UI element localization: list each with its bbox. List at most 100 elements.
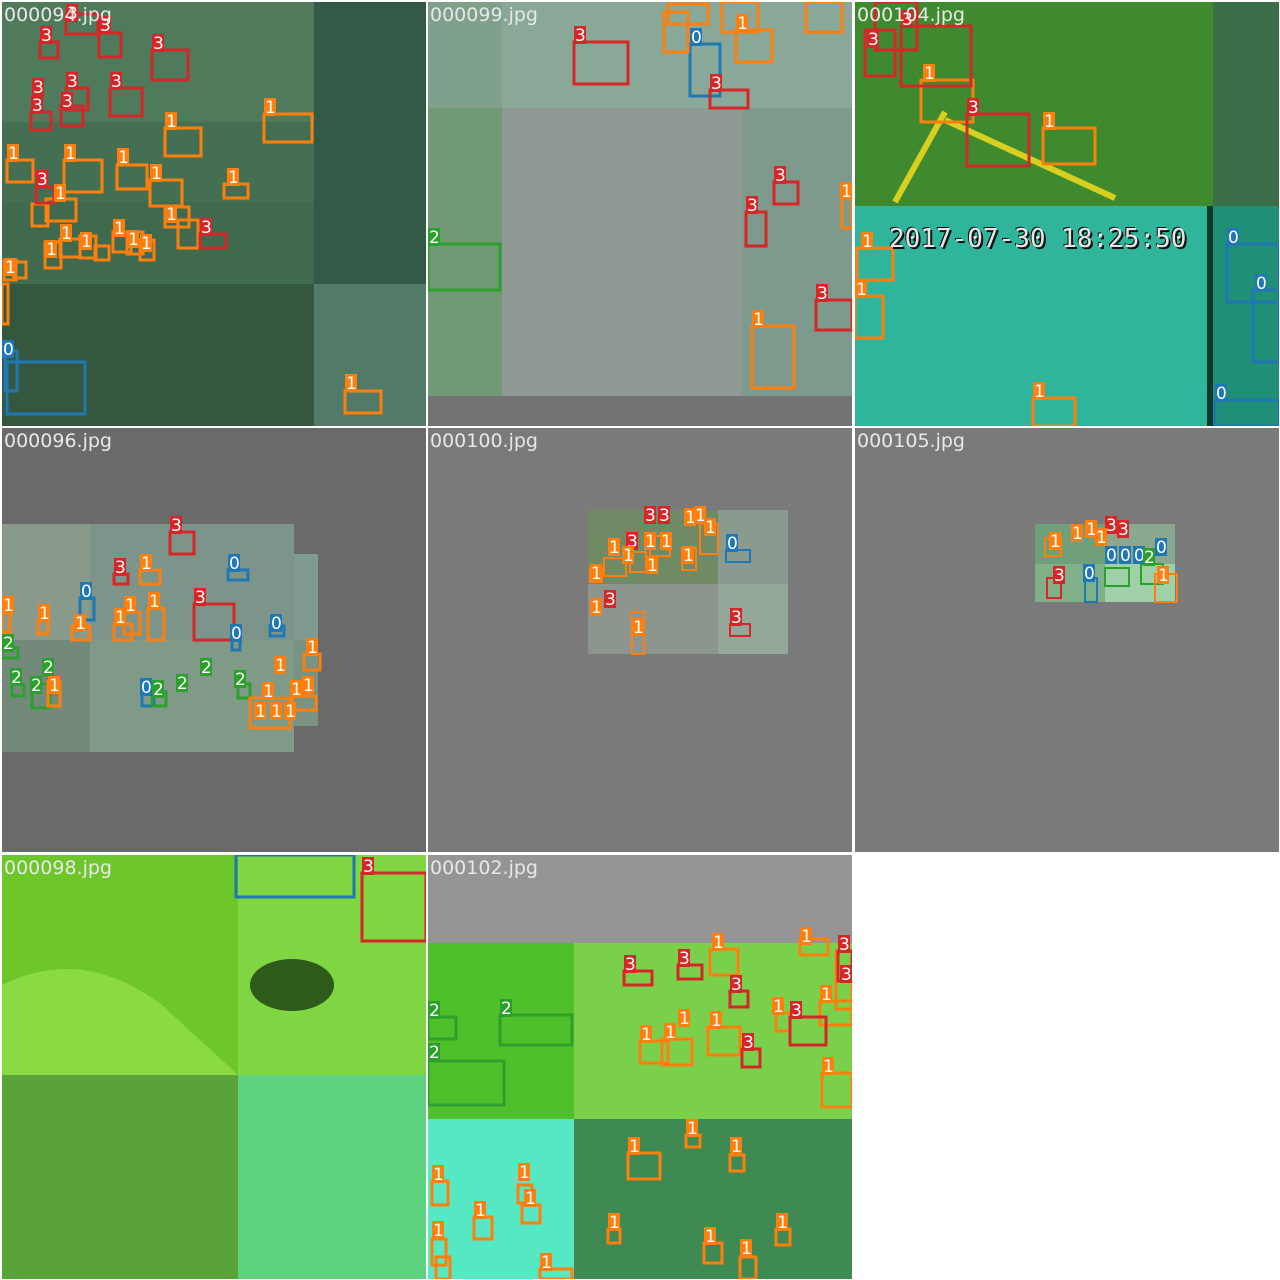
svg-text:3: 3 — [100, 16, 111, 36]
svg-text:3: 3 — [62, 92, 73, 112]
svg-text:3: 3 — [775, 166, 786, 186]
svg-text:3: 3 — [363, 857, 374, 877]
mosaic-tile-000100[interactable]: 0 3 3 3 3 3 1 1 1 1 1 1 1 1 1 1 1 1 0001… — [428, 428, 852, 852]
svg-text:0: 0 — [727, 534, 738, 554]
svg-text:1: 1 — [141, 234, 152, 254]
tile-filename: 000104.jpg — [857, 4, 965, 26]
svg-text:0: 0 — [691, 28, 702, 48]
tile-image: 0 0 0 0 0 2 3 3 3 1 1 1 1 1 — [855, 428, 1279, 852]
svg-text:1: 1 — [49, 676, 60, 696]
svg-text:1: 1 — [1050, 532, 1061, 552]
svg-text:1: 1 — [1086, 520, 1097, 540]
tile-image: 0 0 0 0 0 2 2 2 2 2 2 2 2 1 1 1 1 1 1 1 … — [2, 428, 426, 852]
svg-text:1: 1 — [475, 1201, 486, 1221]
svg-text:1: 1 — [125, 596, 136, 616]
tile-image: 0 0 0 1 1 1 1 1 3 3 3 — [855, 2, 1279, 426]
svg-text:3: 3 — [201, 218, 212, 238]
svg-text:2: 2 — [1144, 548, 1155, 568]
svg-text:0: 0 — [81, 582, 92, 602]
svg-text:1: 1 — [114, 219, 125, 239]
svg-text:1: 1 — [737, 14, 748, 34]
svg-text:1: 1 — [647, 556, 658, 576]
svg-text:3: 3 — [41, 26, 52, 46]
svg-text:2: 2 — [429, 1043, 440, 1063]
svg-text:2: 2 — [429, 228, 440, 248]
svg-text:1: 1 — [841, 182, 852, 202]
svg-text:0: 0 — [1228, 228, 1239, 248]
svg-text:3: 3 — [791, 1001, 802, 1021]
svg-text:1: 1 — [705, 1227, 716, 1247]
svg-text:1: 1 — [61, 224, 72, 244]
svg-text:1: 1 — [275, 656, 286, 676]
svg-text:0: 0 — [141, 678, 152, 698]
mosaic-tile-000094[interactable]: 0 1 1 1 1 1 1 1 1 1 1 1 1 1 1 1 1 1 3 3 … — [2, 2, 426, 426]
svg-text:1: 1 — [633, 618, 644, 638]
svg-text:1: 1 — [753, 310, 764, 330]
svg-text:1: 1 — [1044, 112, 1055, 132]
tile-filename: 000100.jpg — [430, 430, 538, 452]
svg-text:0: 0 — [1084, 564, 1095, 584]
svg-text:3: 3 — [659, 506, 670, 526]
tile-filename: 000094.jpg — [4, 4, 112, 26]
svg-text:3: 3 — [1118, 520, 1129, 540]
timestamp-overlay: 2017-07-30 18:25:50 — [889, 224, 1187, 254]
svg-text:1: 1 — [228, 168, 239, 188]
svg-text:3: 3 — [731, 975, 742, 995]
svg-text:3: 3 — [575, 26, 586, 46]
tile-filename: 000098.jpg — [4, 857, 112, 879]
svg-text:1: 1 — [115, 608, 126, 628]
svg-text:3: 3 — [711, 74, 722, 94]
svg-text:3: 3 — [1054, 566, 1065, 586]
svg-text:1: 1 — [65, 144, 76, 164]
svg-text:1: 1 — [687, 1119, 698, 1139]
svg-text:1: 1 — [856, 280, 867, 300]
svg-text:3: 3 — [731, 608, 742, 628]
svg-text:1: 1 — [525, 1189, 536, 1209]
svg-text:1: 1 — [55, 184, 66, 204]
svg-text:1: 1 — [141, 554, 152, 574]
svg-text:1: 1 — [81, 232, 92, 252]
svg-text:3: 3 — [868, 30, 879, 50]
svg-text:2: 2 — [235, 670, 246, 690]
mosaic-tile-000105[interactable]: 0 0 0 0 0 2 3 3 3 1 1 1 1 1 000105.jpg — [855, 428, 1279, 852]
svg-text:1: 1 — [801, 927, 812, 947]
svg-text:1: 1 — [285, 702, 296, 722]
svg-text:1: 1 — [685, 508, 696, 528]
svg-text:3: 3 — [195, 588, 206, 608]
svg-text:2: 2 — [501, 999, 512, 1019]
svg-text:1: 1 — [255, 702, 266, 722]
svg-text:1: 1 — [1034, 382, 1045, 402]
svg-text:3: 3 — [625, 955, 636, 975]
svg-text:0: 0 — [1106, 546, 1117, 566]
svg-text:1: 1 — [821, 985, 832, 1005]
svg-text:1: 1 — [661, 532, 672, 552]
mosaic-tile-000102[interactable]: 2 2 2 1 1 1 1 1 1 1 1 1 1 1 1 1 1 1 1 1 … — [428, 855, 852, 1279]
svg-text:1: 1 — [303, 676, 314, 696]
svg-text:1: 1 — [591, 564, 602, 584]
svg-text:1: 1 — [263, 682, 274, 702]
svg-text:3: 3 — [839, 935, 850, 955]
svg-text:3: 3 — [747, 196, 758, 216]
mosaic-tile-000098[interactable]: 3 000098.jpg — [2, 855, 426, 1279]
svg-text:2: 2 — [3, 634, 14, 654]
svg-text:1: 1 — [519, 1163, 530, 1183]
svg-text:1: 1 — [683, 546, 694, 566]
svg-text:2: 2 — [429, 1001, 440, 1021]
svg-text:3: 3 — [645, 506, 656, 526]
mosaic-tile-000104[interactable]: 0 0 0 1 1 1 1 1 3 3 3 000104.jpg 2017-07… — [855, 2, 1279, 426]
svg-text:1: 1 — [149, 592, 160, 612]
tile-image: 3 — [2, 855, 426, 1279]
mosaic-tile-000099[interactable]: 0 2 1 1 1 3 3 3 3 3 000099.jpg — [428, 2, 852, 426]
svg-text:0: 0 — [1134, 546, 1145, 566]
svg-text:0: 0 — [231, 624, 242, 644]
svg-text:1: 1 — [346, 374, 357, 394]
svg-text:1: 1 — [705, 518, 716, 538]
svg-text:1: 1 — [713, 933, 724, 953]
svg-text:1: 1 — [46, 240, 57, 260]
svg-text:1: 1 — [1096, 528, 1107, 548]
svg-text:0: 0 — [1216, 384, 1227, 404]
svg-text:1: 1 — [1072, 524, 1083, 544]
svg-text:0: 0 — [1156, 538, 1167, 558]
svg-text:1: 1 — [5, 258, 16, 278]
mosaic-tile-000096[interactable]: 0 0 0 0 0 2 2 2 2 2 2 2 2 1 1 1 1 1 1 1 … — [2, 428, 426, 852]
